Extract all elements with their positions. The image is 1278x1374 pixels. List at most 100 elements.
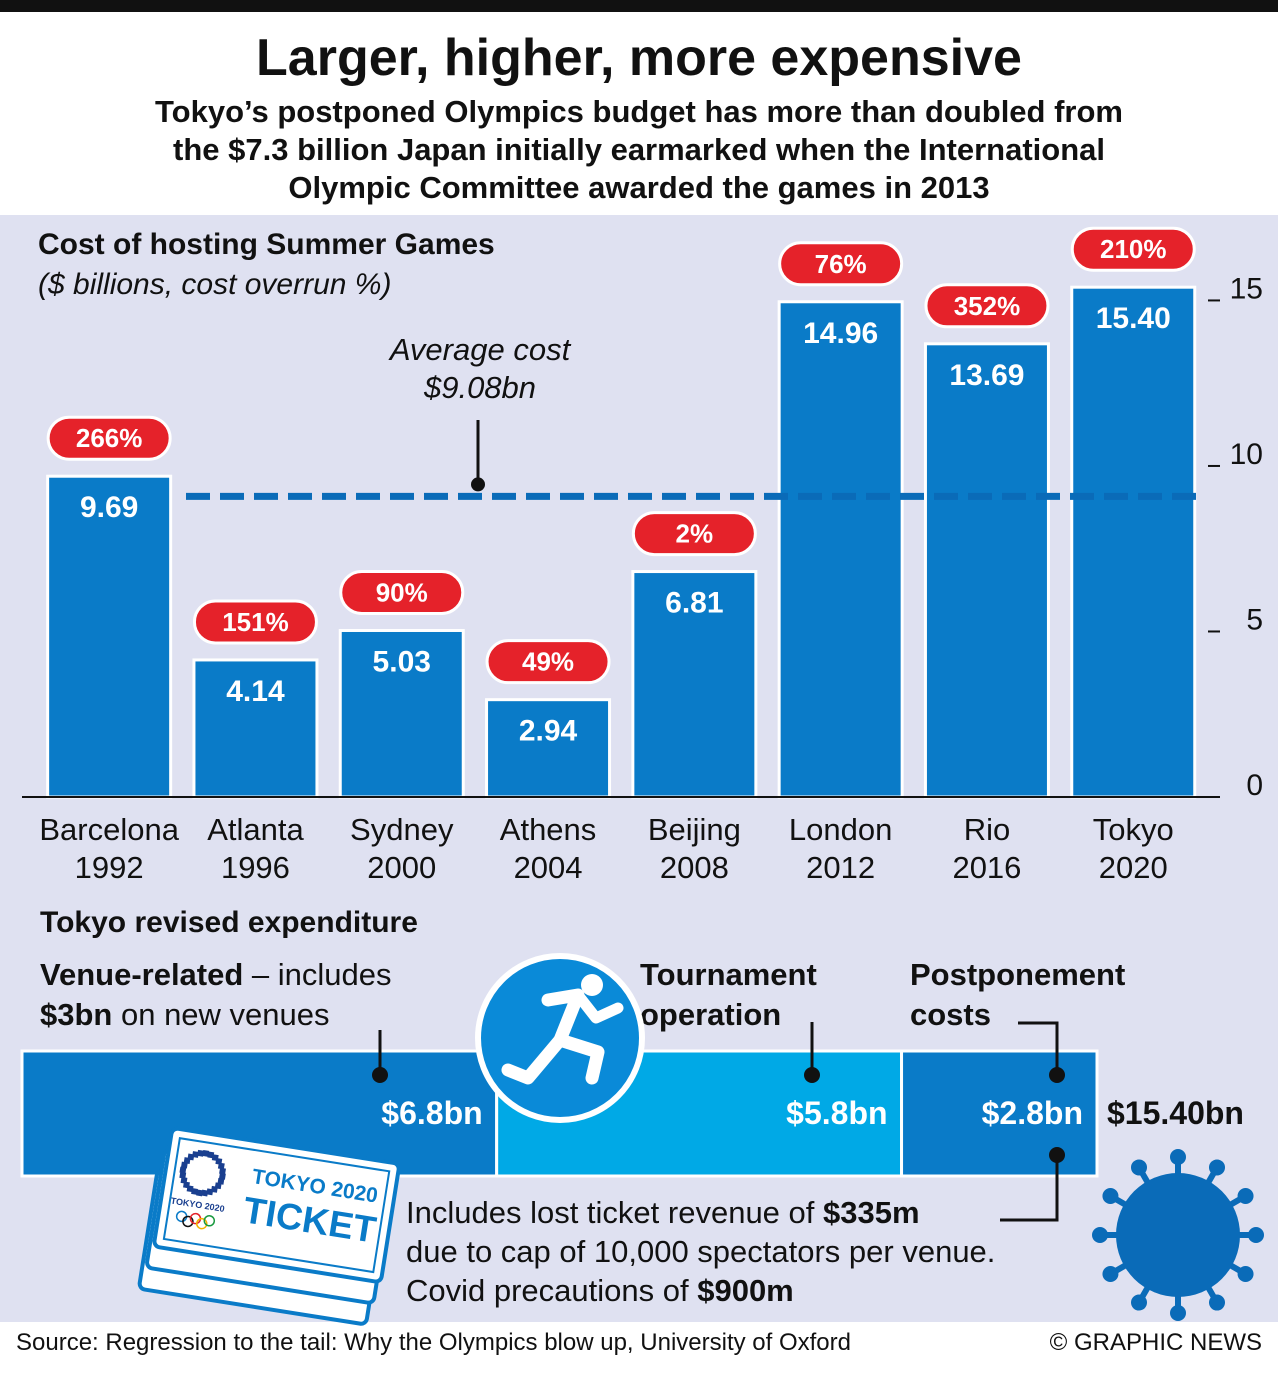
overrun-badge <box>485 639 611 685</box>
bar <box>1070 285 1197 799</box>
overrun-label: 76% <box>815 249 867 279</box>
pointer <box>1018 1021 1059 1070</box>
pointer-dot <box>804 1067 820 1083</box>
bar <box>485 698 612 799</box>
x-tick-label: Rio 2016 <box>952 812 1021 885</box>
series-label: Venue-related – includes <box>40 957 392 992</box>
overrun-badge <box>1070 226 1196 272</box>
icon-body <box>501 1033 567 1085</box>
overrun-badge <box>631 511 757 557</box>
y-tick-label: 5 <box>1246 603 1263 636</box>
bar-value-label: 13.69 <box>949 359 1024 392</box>
segment-value-label: $5.8bn <box>786 1095 887 1131</box>
segment-value-label: $2.8bn <box>982 1095 1083 1131</box>
pointer <box>1000 1160 1059 1222</box>
x-tick-label: Beijing 2008 <box>648 812 741 885</box>
bar <box>46 474 173 799</box>
note-text: Includes lost ticket revenue of <box>406 1195 823 1230</box>
x-tick-label: Tokyo 2020 <box>1093 812 1174 885</box>
ring <box>203 1215 216 1227</box>
page-subtitle: Tokyo’s postponed Olympics budget has mo… <box>155 94 1123 129</box>
virus-knob <box>1248 1227 1264 1243</box>
emblem-block <box>201 1189 209 1197</box>
bar-value-label: 2.94 <box>519 715 578 748</box>
virus-knob <box>1131 1159 1147 1176</box>
virus-knob <box>1131 1294 1147 1311</box>
overrun-label: 2% <box>676 519 714 549</box>
emblem-block <box>196 1189 203 1197</box>
average-label: Average cost <box>388 332 572 367</box>
bar-value-label: 5.03 <box>373 645 431 678</box>
note: due to cap of 10,000 spectators per venu… <box>406 1234 995 1269</box>
overrun-badge <box>46 415 172 461</box>
icon-body <box>572 989 624 1024</box>
note: Includes lost ticket revenue of $335m <box>406 1195 920 1230</box>
overrun-label: 151% <box>222 607 289 637</box>
emblem-block <box>192 1151 199 1158</box>
source: Source: Regression to the tail: Why the … <box>16 1329 851 1356</box>
bar-value-label: 4.14 <box>226 675 285 708</box>
overrun-label: 352% <box>954 291 1021 321</box>
total-label: $15.40bn <box>1107 1095 1244 1131</box>
overrun-label: 266% <box>76 423 143 453</box>
overrun-label: 210% <box>1100 234 1167 264</box>
y-tick-label: 10 <box>1230 438 1263 471</box>
series-label: $3bn on new venues <box>40 997 330 1032</box>
overrun-label: 49% <box>522 647 574 677</box>
note: Covid precautions of $900m <box>406 1273 794 1308</box>
page-title: Larger, higher, more expensive <box>256 29 1022 87</box>
x-tick-label: Atlanta 1996 <box>207 812 304 885</box>
virus-knob <box>1209 1159 1225 1176</box>
bar-value-label: 14.96 <box>803 317 878 350</box>
series-name: Postponement costs <box>910 957 1125 1032</box>
overrun-badge <box>778 241 904 287</box>
series-name: Tournament operation <box>640 957 817 1032</box>
chart-subtitle: ($ billions, cost overrun %) <box>38 268 391 301</box>
note-text: Covid precautions of <box>406 1273 697 1308</box>
emblem-block <box>179 1171 187 1179</box>
series-note: – includes <box>243 957 391 992</box>
pointer-dot <box>1049 1147 1065 1163</box>
emblem-block <box>217 1162 225 1170</box>
x-tick-label: Barcelona 1992 <box>39 812 179 885</box>
credit: © GRAPHIC NEWS <box>1050 1329 1262 1356</box>
bar-value-label: 6.81 <box>665 587 723 620</box>
bar <box>631 570 758 799</box>
emblem-block <box>218 1172 226 1180</box>
top-rule <box>0 0 1278 12</box>
page-subtitle: Olympic Committee awarded the games in 2… <box>288 170 989 205</box>
ticket-inner <box>162 1137 391 1274</box>
note-text: $900m <box>697 1273 794 1308</box>
bar <box>192 658 319 799</box>
virus-knob <box>1170 1149 1186 1165</box>
emblem-block <box>206 1188 214 1196</box>
overrun-badge <box>339 569 465 615</box>
y-tick-label: 15 <box>1230 272 1263 305</box>
note-text: $335m <box>823 1195 920 1230</box>
average-value-label: $9.08bn <box>423 370 536 405</box>
ticket-card <box>152 1126 401 1284</box>
x-tick-label: Athens 2004 <box>500 812 597 885</box>
virus-knob <box>1102 1188 1119 1204</box>
emblem-block <box>197 1149 204 1157</box>
virus-icon <box>1092 1149 1264 1321</box>
bar-value-label: 9.69 <box>80 491 138 524</box>
chart-title: Tokyo revised expenditure <box>40 906 418 939</box>
virus-body <box>1116 1173 1240 1297</box>
bar <box>923 342 1050 799</box>
series-note: $3bn <box>40 997 112 1032</box>
series-note: on new venues <box>112 997 329 1032</box>
bar-value-label: 15.40 <box>1096 302 1171 335</box>
series-name: Venue-related <box>40 957 243 992</box>
average-pointer-dot <box>471 477 485 492</box>
x-tick-label: London 2012 <box>789 812 892 885</box>
segment-value-label: $6.8bn <box>381 1095 482 1131</box>
x-tick-label: Sydney 2000 <box>350 812 454 885</box>
emblem-block <box>179 1166 187 1174</box>
y-tick-label: 0 <box>1246 769 1263 802</box>
icon-head <box>581 974 603 996</box>
virus-knob <box>1170 1305 1186 1321</box>
chart-title: Cost of hosting Summer Games <box>38 228 495 261</box>
